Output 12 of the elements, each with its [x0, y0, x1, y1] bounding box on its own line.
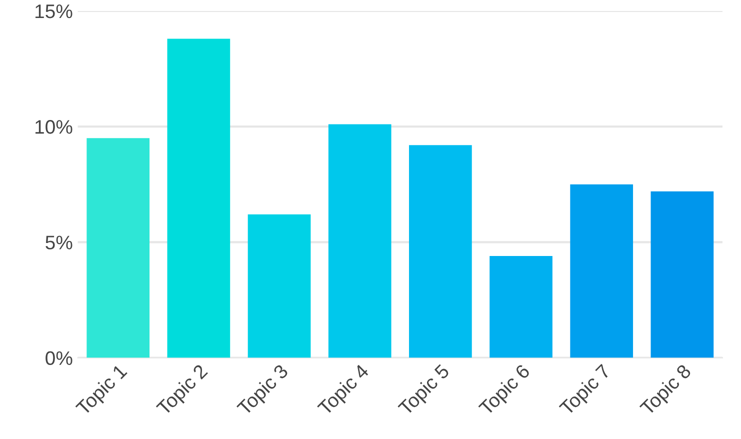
bar — [328, 124, 392, 358]
bar — [167, 38, 230, 358]
bar — [490, 256, 552, 358]
bar — [570, 184, 634, 358]
bar — [650, 191, 714, 358]
y-tick-label: 0% — [46, 351, 72, 366]
y-tick-label: 10% — [36, 120, 72, 134]
bar — [248, 214, 311, 358]
bar — [409, 145, 472, 358]
bar — [86, 138, 150, 358]
y-tick-label: 15% — [36, 4, 72, 18]
y-tick-label: 5% — [46, 236, 72, 250]
